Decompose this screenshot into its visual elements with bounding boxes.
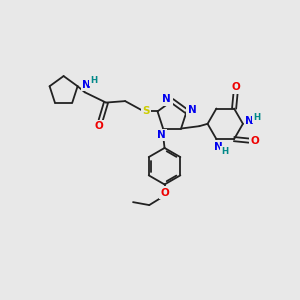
Text: S: S xyxy=(142,106,150,116)
Text: H: H xyxy=(91,76,98,85)
Text: O: O xyxy=(250,136,259,146)
Text: H: H xyxy=(253,113,260,122)
Text: N: N xyxy=(162,94,171,104)
Text: N: N xyxy=(245,116,254,126)
Text: O: O xyxy=(232,82,241,92)
Text: N: N xyxy=(188,105,196,115)
Text: H: H xyxy=(222,147,229,156)
Text: N: N xyxy=(82,80,91,90)
Text: O: O xyxy=(95,121,103,131)
Text: N: N xyxy=(157,130,166,140)
Text: N: N xyxy=(214,142,223,152)
Text: O: O xyxy=(160,188,169,198)
